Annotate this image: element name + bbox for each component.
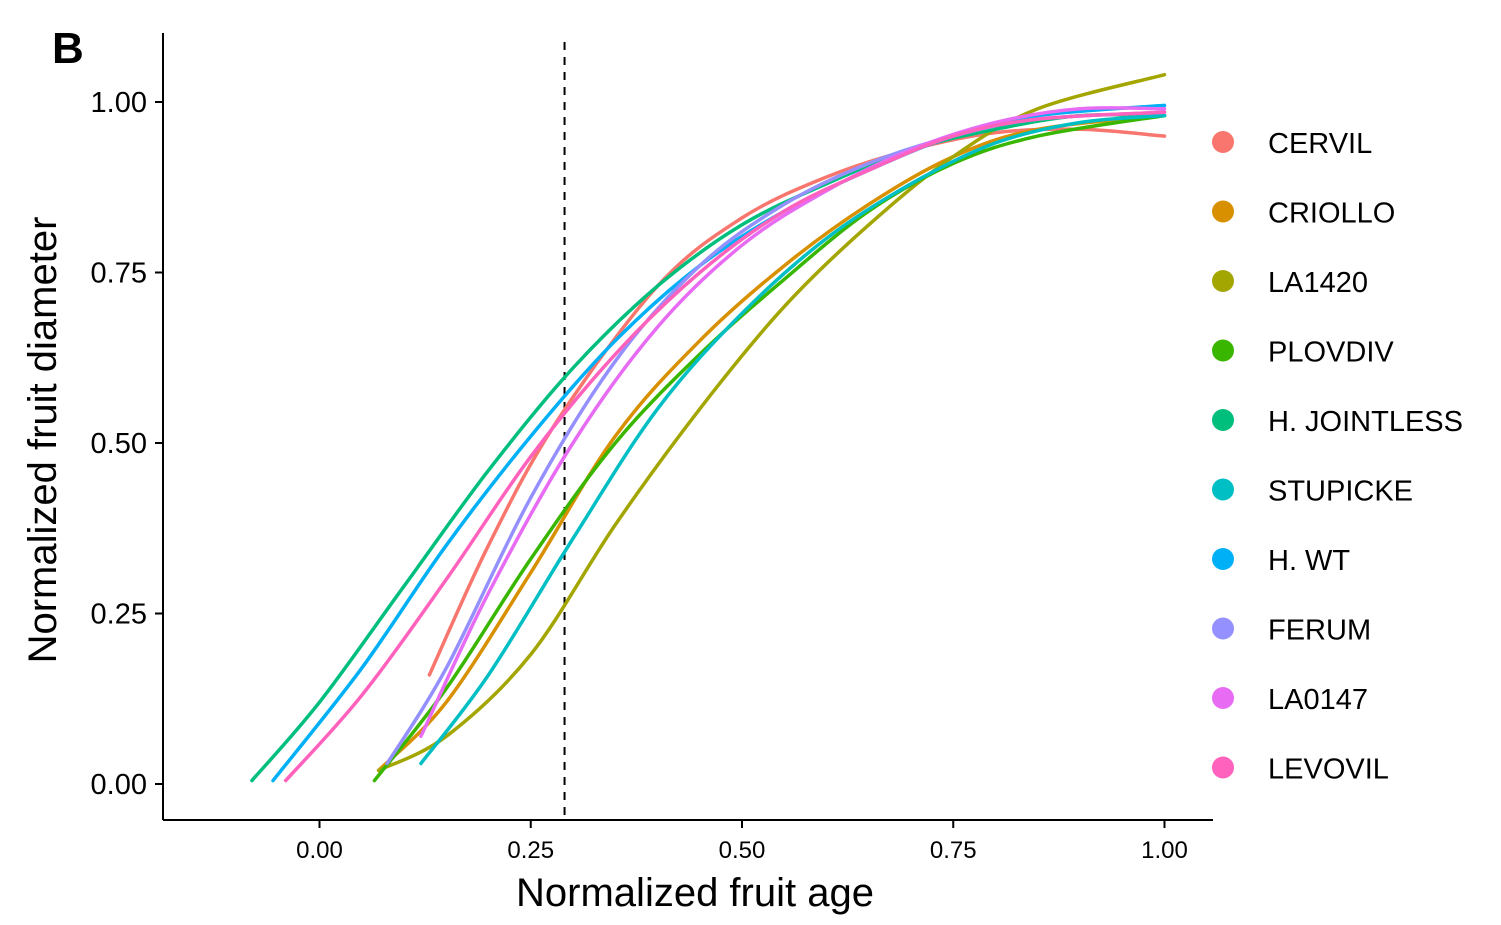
legend-label-la0147: LA0147 (1268, 684, 1368, 716)
legend-label-ferum: FERUM (1268, 615, 1371, 647)
series-line-criollo (376, 113, 1167, 773)
y-tick-label: 0.75 (91, 258, 147, 290)
legend-label-cervil: CERVIL (1268, 128, 1372, 160)
series-line-levovil (283, 110, 1167, 783)
legend-label-h-jointless: H. JOINTLESS (1268, 406, 1463, 438)
series-line-ferum (385, 110, 1167, 766)
legend-key-h-jointless (1212, 409, 1234, 431)
legend-label-levovil: LEVOVIL (1268, 754, 1389, 786)
legend-label-plovdiv: PLOVDIV (1268, 337, 1394, 369)
x-axis-title: Normalized fruit age (516, 871, 874, 915)
x-tick-label: 0.25 (507, 837, 554, 864)
y-ticks: 0.00 0.25 0.50 0.75 1.00 (91, 87, 163, 801)
legend-key-h-wt (1212, 548, 1234, 570)
legend-key-ferum (1212, 617, 1234, 640)
legend-key-la1420 (1212, 270, 1234, 292)
legend-label-la1420: LA1420 (1268, 267, 1368, 299)
series-line-stupicke (419, 113, 1167, 766)
series-line-la0147 (419, 106, 1167, 739)
series-lines (250, 72, 1167, 783)
series-line-h-jointless (250, 112, 1167, 783)
x-ticks: 0.00 0.25 0.50 0.75 1.00 (296, 820, 1188, 864)
legend-key-la0147 (1212, 687, 1234, 709)
y-tick-label: 1.00 (91, 87, 147, 119)
series-line-la1420 (376, 72, 1167, 773)
series-line-h-wt (271, 103, 1167, 783)
legend: CERVIL CRIOLLO LA1420 PLOVDIV H. JOINTLESS ST… (1212, 128, 1463, 786)
legend-key-criollo (1212, 200, 1234, 223)
legend-key-cervil (1212, 131, 1234, 153)
x-tick-label: 0.50 (719, 837, 766, 864)
y-tick-label: 0.25 (91, 599, 147, 631)
series-line-cervil (427, 127, 1167, 677)
panel-label: B (52, 24, 84, 73)
legend-key-stupicke (1212, 478, 1234, 501)
x-tick-label: 1.00 (1141, 837, 1188, 864)
y-tick-label: 0.00 (91, 769, 147, 801)
x-tick-label: 0.75 (930, 837, 977, 864)
legend-label-h-wt: H. WT (1268, 545, 1350, 577)
legend-label-stupicke: STUPICKE (1268, 476, 1413, 508)
legend-key-plovdiv (1212, 339, 1234, 362)
x-tick-label: 0.00 (296, 837, 343, 864)
y-axis-title: Normalized fruit diameter (21, 217, 65, 664)
y-tick-label: 0.50 (91, 428, 147, 460)
legend-key-levovil (1212, 756, 1234, 779)
legend-label-criollo: CRIOLLO (1268, 198, 1395, 230)
plot-area: 0.00 0.25 0.50 0.75 1.00 0.00 0.25 0.50 0.75 1.0… (91, 33, 1213, 864)
